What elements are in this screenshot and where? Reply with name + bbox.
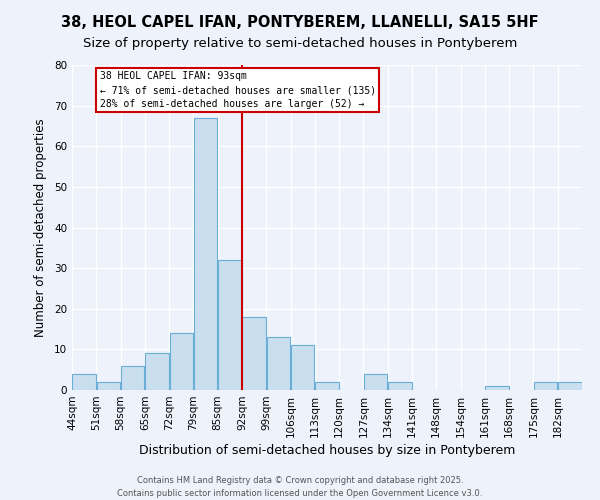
Bar bbox=[266, 337, 290, 390]
Bar bbox=[121, 366, 145, 390]
Bar bbox=[170, 333, 193, 390]
Bar bbox=[558, 382, 581, 390]
Bar bbox=[242, 317, 266, 390]
Text: 38 HEOL CAPEL IFAN: 93sqm
← 71% of semi-detached houses are smaller (135)
28% of: 38 HEOL CAPEL IFAN: 93sqm ← 71% of semi-… bbox=[100, 71, 376, 109]
Bar bbox=[364, 374, 388, 390]
Bar bbox=[534, 382, 557, 390]
X-axis label: Distribution of semi-detached houses by size in Pontyberem: Distribution of semi-detached houses by … bbox=[139, 444, 515, 457]
Text: Contains HM Land Registry data © Crown copyright and database right 2025.
Contai: Contains HM Land Registry data © Crown c… bbox=[118, 476, 482, 498]
Bar bbox=[194, 118, 217, 390]
Bar bbox=[73, 374, 96, 390]
Bar bbox=[388, 382, 412, 390]
Text: Size of property relative to semi-detached houses in Pontyberem: Size of property relative to semi-detach… bbox=[83, 38, 517, 51]
Text: 38, HEOL CAPEL IFAN, PONTYBEREM, LLANELLI, SA15 5HF: 38, HEOL CAPEL IFAN, PONTYBEREM, LLANELL… bbox=[61, 15, 539, 30]
Bar bbox=[145, 354, 169, 390]
Bar bbox=[291, 346, 314, 390]
Bar bbox=[485, 386, 509, 390]
Bar bbox=[218, 260, 242, 390]
Bar bbox=[97, 382, 120, 390]
Y-axis label: Number of semi-detached properties: Number of semi-detached properties bbox=[34, 118, 47, 337]
Bar bbox=[315, 382, 339, 390]
